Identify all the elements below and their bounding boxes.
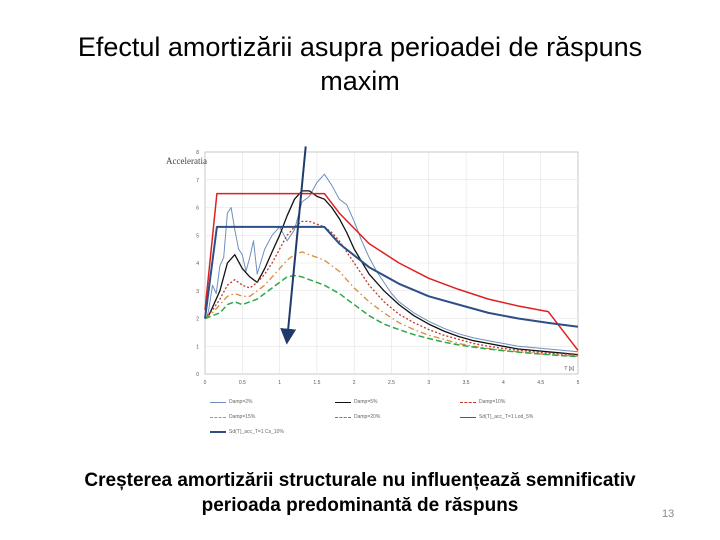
y-tick-label: 7 xyxy=(196,178,199,184)
legend-item: Damp=2% xyxy=(210,399,252,405)
caption-line1: Creșterea amortizării structurale nu inf… xyxy=(84,470,636,491)
series-line-0 xyxy=(204,173,579,353)
slide-title: Efectul amortizării asupra perioadei de … xyxy=(0,30,720,98)
legend-swatch xyxy=(335,401,351,403)
legend-item: Sd(T)_acc_T=1 Cs_10% xyxy=(210,429,284,435)
legend-item: Damp=15% xyxy=(210,414,255,420)
y-tick-label: 2 xyxy=(196,317,199,323)
series-line-5 xyxy=(204,192,579,351)
x-tick-label: 3.5 xyxy=(463,380,470,386)
y-tick-label: 1 xyxy=(196,344,199,350)
legend-swatch xyxy=(210,401,226,403)
x-tick-label: 1 xyxy=(278,380,281,386)
legend-item: Damp=10% xyxy=(460,399,505,405)
x-tick-label: 1.5 xyxy=(313,380,320,386)
caption-line2: perioada predominantă de răspuns xyxy=(201,495,519,516)
x-axis-label: T [s] xyxy=(564,366,574,372)
legend-swatch xyxy=(460,401,476,403)
x-tick-label: 4 xyxy=(502,380,505,386)
y-tick-label: 8 xyxy=(196,150,199,156)
series-line-4 xyxy=(204,274,579,358)
series-line-2 xyxy=(204,220,579,356)
x-tick-label: 5 xyxy=(577,380,580,386)
x-tick-label: 4.5 xyxy=(537,380,544,386)
legend-label: Sd(T)_acc_T=1 Lod_5% xyxy=(479,414,534,420)
slide-title-line1: Efectul amortizării asupra perioadei de … xyxy=(77,32,643,62)
y-axis-label: Acceleratia xyxy=(166,156,207,166)
slide-caption: Creșterea amortizării structurale nu inf… xyxy=(0,468,720,518)
y-tick-label: 3 xyxy=(196,289,199,295)
x-tick-label: 0 xyxy=(204,380,207,386)
slide-title-line2: maxim xyxy=(320,66,400,96)
legend-item: Sd(T)_acc_T=1 Lod_5% xyxy=(460,414,533,420)
y-tick-label: 6 xyxy=(196,206,199,212)
legend-swatch xyxy=(210,416,226,418)
period-arrow xyxy=(280,146,307,345)
y-tick-label: 4 xyxy=(196,261,199,267)
legend-item: Damp=5% xyxy=(335,399,377,405)
response-spectrum-chart: 0 1 2 3 4 5 6 7 8 0 0.5 1 1.5 2 2.5 3 3.5 4 4.5 5 Accelerati… xyxy=(166,146,580,386)
series-line-6 xyxy=(204,225,579,328)
legend-label: Damp=20% xyxy=(354,414,381,420)
y-tick-label: 5 xyxy=(196,233,199,239)
legend-swatch xyxy=(460,416,476,418)
legend-swatch xyxy=(210,431,226,433)
legend-item: Damp=20% xyxy=(335,414,380,420)
legend-label: Damp=15% xyxy=(229,414,256,420)
legend-swatch xyxy=(335,416,351,418)
series-line-1 xyxy=(204,190,579,356)
legend-label: Damp=2% xyxy=(229,399,253,405)
page-number: 13 xyxy=(662,508,675,520)
y-tick-label: 0 xyxy=(196,372,199,378)
x-tick-label: 2 xyxy=(353,380,356,386)
legend-label: Sd(T)_acc_T=1 Cs_10% xyxy=(229,429,284,435)
x-tick-label: 3 xyxy=(427,380,430,386)
legend-label: Damp=5% xyxy=(354,399,378,405)
legend-label: Damp=10% xyxy=(479,399,506,405)
x-tick-label: 2.5 xyxy=(388,380,395,386)
x-tick-label: 0.5 xyxy=(239,380,246,386)
